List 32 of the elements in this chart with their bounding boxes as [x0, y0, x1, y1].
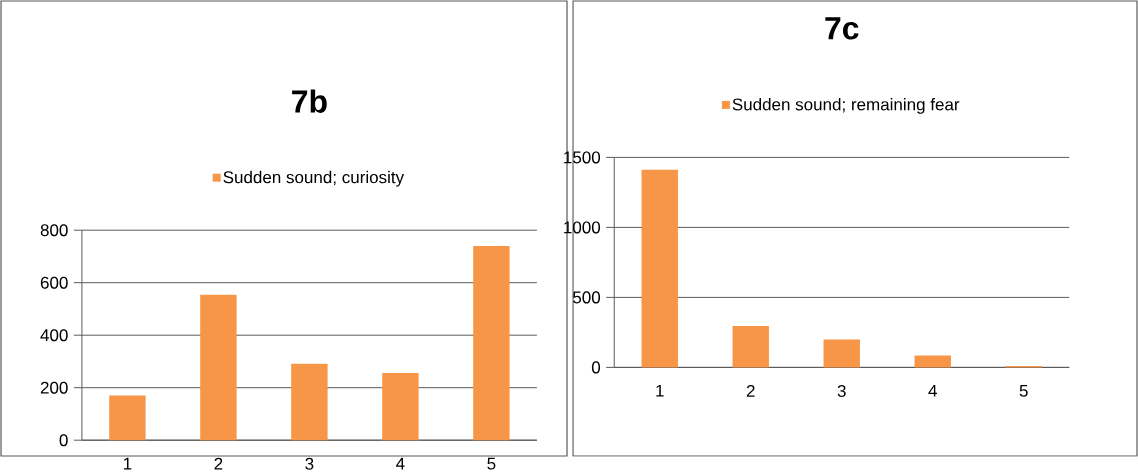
- y-tick-label: 1000: [564, 221, 601, 234]
- legend-label: Sudden sound; remaining fear: [732, 97, 960, 114]
- x-tick-label: 5: [487, 457, 496, 470]
- y-tick-label: 200: [40, 381, 68, 394]
- bar: [200, 294, 237, 441]
- bar: [823, 339, 860, 368]
- bar: [382, 372, 419, 441]
- bar: [914, 355, 951, 368]
- y-tick-label: 1500: [564, 151, 601, 164]
- y-tick-label: 600: [40, 276, 68, 289]
- bar: [641, 169, 678, 368]
- x-tick-label: 3: [305, 457, 314, 470]
- x-tick-label: 2: [746, 384, 755, 397]
- bar: [732, 326, 769, 368]
- y-tick-label: 500: [573, 291, 601, 304]
- x-tick-label: 1: [123, 457, 132, 470]
- y-tick-label: 800: [40, 224, 68, 237]
- bar: [109, 395, 146, 441]
- chart-title: 7b: [292, 89, 327, 113]
- bar: [291, 363, 328, 441]
- x-tick-label: 4: [396, 457, 405, 470]
- chart-title: 7c: [825, 17, 859, 40]
- x-tick-label: 1: [656, 384, 664, 397]
- legend-label: Sudden sound; curiosity: [223, 170, 405, 187]
- y-tick-label: 0: [591, 361, 601, 374]
- x-tick-label: 2: [214, 457, 223, 470]
- x-tick-label: 5: [1019, 384, 1028, 397]
- y-tick-label: 400: [40, 329, 68, 342]
- y-tick-label: 0: [59, 434, 68, 447]
- bar: [473, 245, 510, 441]
- x-tick-label: 3: [837, 384, 846, 397]
- x-tick-label: 4: [928, 384, 937, 397]
